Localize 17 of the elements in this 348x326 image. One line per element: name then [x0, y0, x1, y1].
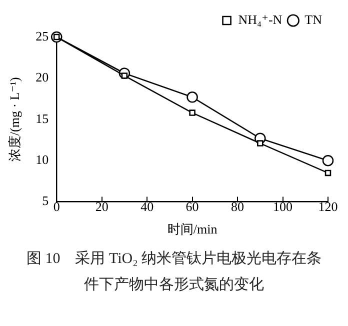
y-axis-title: 浓度/(mg · L⁻¹) [7, 77, 22, 162]
x-tick-label: 0 [53, 199, 60, 214]
x-tick-label: 100 [273, 199, 293, 214]
caption: 图 10 采用 TiO₂ 纳米管钛片电极光电存在条件下产物中各形式氮的变化 [25, 250, 323, 295]
x-tick-label: 60 [186, 199, 199, 214]
legend-label: TN [304, 12, 323, 27]
x-tick-label: 80 [231, 199, 244, 214]
y-tick-label: 25 [36, 28, 49, 44]
x-tick-label: 20 [95, 199, 108, 214]
y-tick-label: 5 [42, 193, 49, 208]
x-tick-label: 40 [140, 199, 154, 214]
y-tick-label: 15 [36, 110, 49, 126]
legend-label: NH₄⁺-N [238, 12, 283, 27]
y-tick-label: 10 [36, 152, 49, 168]
y-tick-label: 20 [36, 70, 49, 85]
x-axis-title: 时间/min [167, 222, 218, 237]
x-tick-label: 120 [318, 199, 338, 214]
